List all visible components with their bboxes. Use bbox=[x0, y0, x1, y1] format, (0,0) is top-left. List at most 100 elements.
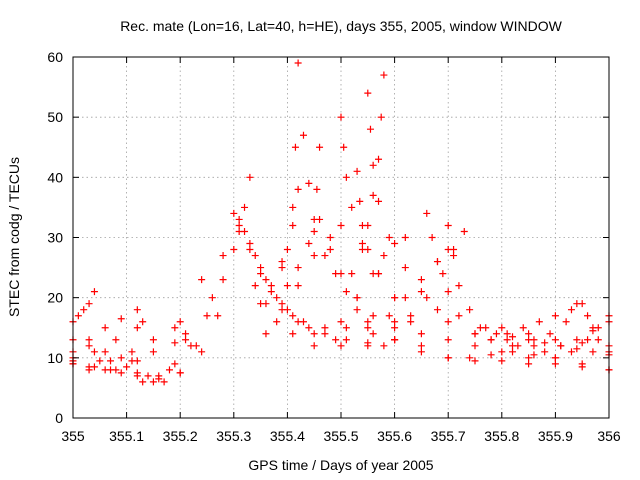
data-point bbox=[96, 357, 104, 365]
x-tick-label: 355.8 bbox=[484, 428, 519, 444]
data-point bbox=[578, 363, 586, 371]
data-point bbox=[562, 318, 570, 326]
data-point bbox=[498, 324, 506, 332]
data-point bbox=[214, 312, 222, 320]
data-point bbox=[509, 333, 517, 341]
data-point bbox=[369, 161, 377, 169]
data-point bbox=[149, 378, 157, 386]
data-point bbox=[525, 336, 533, 344]
data-point bbox=[444, 336, 452, 344]
data-point bbox=[589, 348, 597, 356]
data-point bbox=[385, 312, 393, 320]
data-point bbox=[235, 215, 243, 223]
y-tick-label: 30 bbox=[47, 230, 63, 246]
data-point bbox=[369, 330, 377, 338]
series-sat-n bbox=[251, 282, 452, 350]
data-point bbox=[257, 300, 265, 308]
data-point bbox=[498, 348, 506, 356]
data-point bbox=[358, 221, 366, 229]
x-tick-label: 355.1 bbox=[109, 428, 144, 444]
data-point bbox=[85, 336, 93, 344]
data-point bbox=[299, 318, 307, 326]
chart-title: Rec. mate (Lon=16, Lat=40, h=HE), days 3… bbox=[120, 18, 562, 34]
data-point bbox=[369, 191, 377, 199]
data-point bbox=[525, 330, 533, 338]
data-point bbox=[294, 264, 302, 272]
x-tick-label: 355.3 bbox=[216, 428, 251, 444]
data-point bbox=[310, 342, 318, 350]
data-point bbox=[364, 339, 372, 347]
data-point bbox=[305, 179, 313, 187]
data-points bbox=[69, 59, 613, 386]
grid bbox=[73, 57, 609, 418]
data-point bbox=[444, 288, 452, 296]
y-axis-label: STEC from codg / TECUs bbox=[6, 157, 22, 317]
data-point bbox=[278, 264, 286, 272]
data-point bbox=[594, 336, 602, 344]
data-point bbox=[433, 258, 441, 266]
data-point bbox=[313, 185, 321, 193]
data-point bbox=[391, 318, 399, 326]
data-point bbox=[525, 354, 533, 362]
data-point bbox=[305, 240, 313, 248]
data-point bbox=[133, 357, 141, 365]
data-point bbox=[407, 312, 415, 320]
data-point bbox=[466, 306, 474, 314]
data-point bbox=[262, 276, 270, 284]
data-point bbox=[530, 351, 538, 359]
y-tick-labels: 0 10 20 30 40 50 60 bbox=[47, 49, 63, 426]
data-point bbox=[219, 276, 227, 284]
data-point bbox=[476, 324, 484, 332]
data-point bbox=[283, 246, 291, 254]
data-point bbox=[305, 324, 313, 332]
y-tick-label: 20 bbox=[47, 290, 63, 306]
data-point bbox=[246, 246, 254, 254]
y-tick-label: 60 bbox=[47, 49, 63, 65]
series-sat-v bbox=[353, 167, 399, 302]
data-point bbox=[267, 282, 275, 290]
data-point bbox=[246, 240, 254, 248]
series-sat-m bbox=[246, 240, 399, 332]
data-point bbox=[273, 294, 281, 302]
data-point bbox=[573, 336, 581, 344]
data-point bbox=[198, 348, 206, 356]
data-point bbox=[321, 324, 329, 332]
data-point bbox=[514, 342, 522, 350]
data-point bbox=[316, 215, 324, 223]
data-point bbox=[417, 342, 425, 350]
data-point bbox=[80, 306, 88, 314]
data-point bbox=[407, 318, 415, 326]
data-point bbox=[257, 270, 265, 278]
data-point bbox=[401, 294, 409, 302]
data-point bbox=[356, 197, 364, 205]
data-point bbox=[321, 330, 329, 338]
data-point bbox=[176, 318, 184, 326]
data-point bbox=[519, 324, 527, 332]
data-point bbox=[107, 366, 115, 374]
data-point bbox=[187, 342, 195, 350]
data-point bbox=[294, 185, 302, 193]
data-point bbox=[101, 324, 109, 332]
x-tick-label: 355.2 bbox=[163, 428, 198, 444]
data-point bbox=[246, 173, 254, 181]
data-point bbox=[417, 348, 425, 356]
data-point bbox=[428, 234, 436, 241]
data-point bbox=[578, 300, 586, 308]
data-point bbox=[337, 221, 345, 229]
data-point bbox=[342, 173, 350, 181]
data-point bbox=[278, 258, 286, 266]
data-point bbox=[203, 312, 211, 320]
data-point bbox=[487, 336, 495, 344]
series-sat-y bbox=[337, 234, 409, 326]
data-point bbox=[257, 264, 265, 272]
data-point bbox=[133, 324, 141, 332]
data-point bbox=[208, 294, 216, 302]
series-sat-t bbox=[364, 89, 441, 314]
data-point bbox=[289, 221, 297, 229]
data-point bbox=[391, 294, 399, 302]
data-point bbox=[133, 306, 141, 314]
series-sat-q bbox=[283, 143, 324, 290]
data-point bbox=[332, 336, 340, 344]
x-tick-label: 355.6 bbox=[377, 428, 412, 444]
